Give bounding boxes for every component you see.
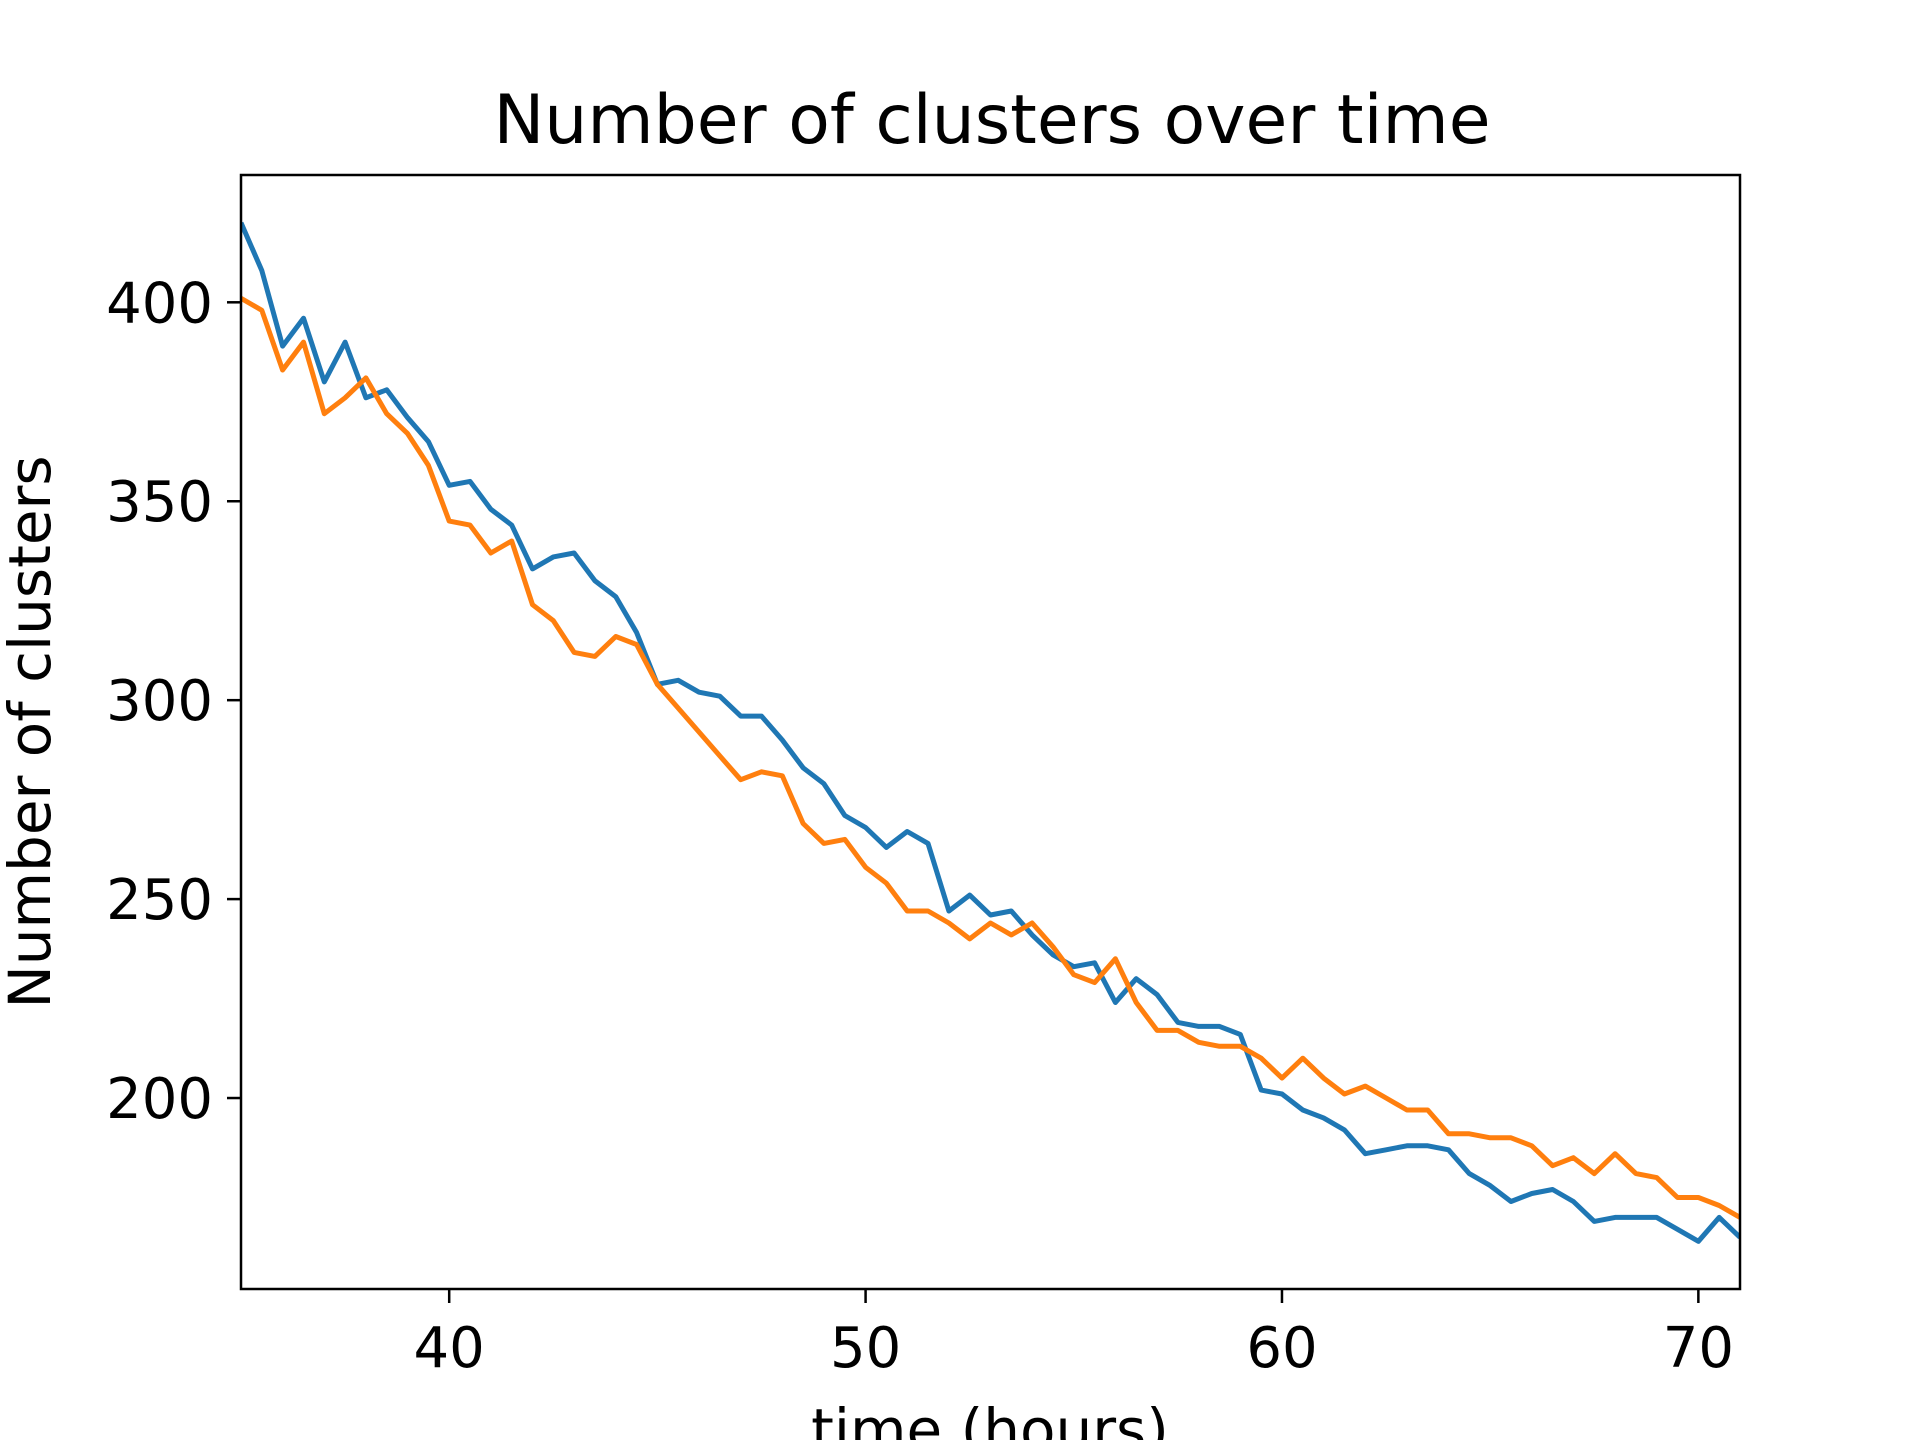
- y-tick-label: 250: [106, 868, 213, 933]
- x-tick-label: 70: [1663, 1316, 1734, 1381]
- y-tick-label: 200: [106, 1067, 213, 1132]
- series-line-1: [241, 221, 1740, 1244]
- plot-frame: [239, 173, 1742, 1291]
- series-line-2: [241, 296, 1740, 1220]
- y-tick-label: 400: [106, 271, 213, 336]
- y-tick-label: 300: [106, 669, 213, 734]
- x-tick-label: 40: [414, 1316, 485, 1381]
- y-tick-label: 350: [106, 470, 213, 535]
- x-axis-ticks: 40 50 60 70: [414, 1289, 1734, 1381]
- x-axis-label: time (hours): [811, 1396, 1169, 1440]
- y-axis-label: Number of clusters: [0, 455, 64, 1008]
- x-tick-label: 60: [1246, 1316, 1317, 1381]
- chart-title: Number of clusters over time: [493, 81, 1490, 160]
- series-lines: [241, 221, 1740, 1244]
- x-tick-label: 50: [830, 1316, 901, 1381]
- y-axis-ticks: 200 250 300 350 400: [106, 271, 241, 1132]
